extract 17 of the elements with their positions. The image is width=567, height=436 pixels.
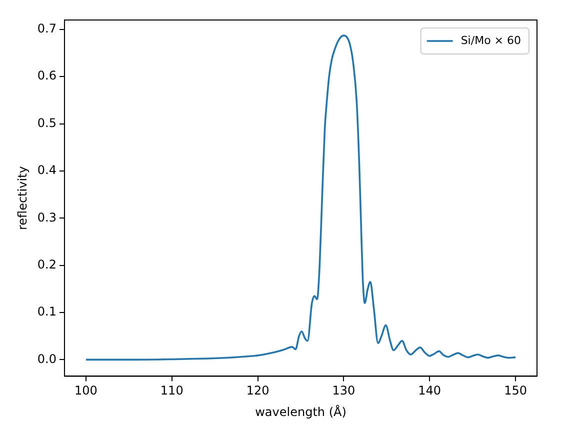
legend-label: Si/Mo × 60	[460, 34, 522, 47]
y-tick-label: 0.0	[37, 352, 56, 366]
x-tick-label: 120	[246, 384, 270, 398]
y-tick-label: 0.6	[37, 68, 56, 83]
y-tick-label: 0.3	[37, 210, 56, 224]
x-axis-title: wavelength (Å)	[255, 404, 346, 419]
x-tick-label: 130	[332, 384, 356, 398]
x-tick-label: 150	[504, 384, 527, 398]
y-axis-title: reflectivity	[15, 166, 30, 230]
x-tick-label: 100	[74, 384, 98, 398]
y-tick-label: 0.2	[37, 257, 56, 272]
y-tick-label: 0.1	[37, 304, 56, 319]
y-tick-label: 0.4	[37, 163, 56, 178]
y-tick-label: 0.5	[37, 116, 56, 130]
x-tick-label: 140	[418, 384, 442, 398]
x-tick-label: 110	[160, 384, 184, 398]
y-tick-label: 0.7	[37, 22, 56, 36]
